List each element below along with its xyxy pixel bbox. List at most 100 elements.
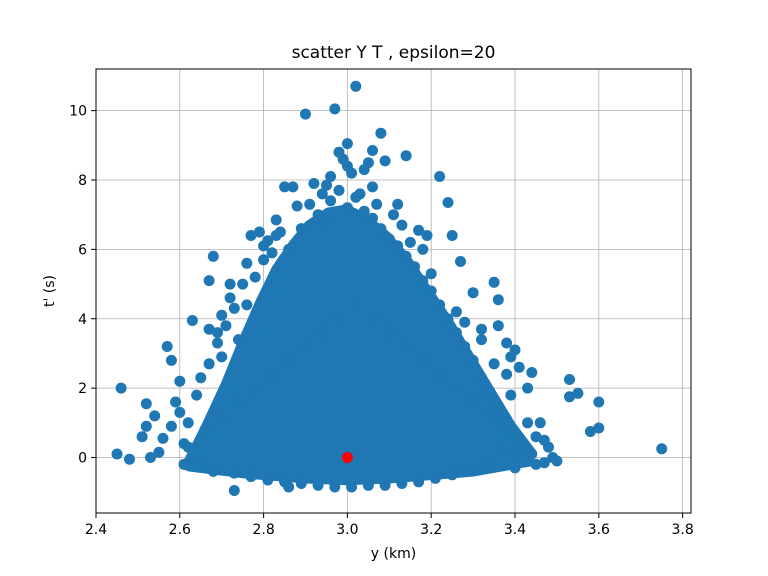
scatter-point xyxy=(300,108,311,120)
scatter-point xyxy=(149,410,161,422)
scatter-point xyxy=(224,292,236,304)
x-tick-label: 3.4 xyxy=(504,522,526,538)
scatter-point xyxy=(253,226,265,238)
scatter-point xyxy=(362,479,374,491)
scatter-point xyxy=(321,216,332,228)
scatter-point xyxy=(350,191,362,203)
scatter-point xyxy=(140,398,152,410)
scatter-point xyxy=(476,323,487,335)
scatter-point xyxy=(161,341,173,352)
scatter-point xyxy=(249,271,261,283)
scatter-point xyxy=(304,198,316,210)
scatter-point xyxy=(212,327,223,339)
scatter-point xyxy=(522,382,534,394)
scatter-point xyxy=(429,472,441,484)
y-tick-label: 2 xyxy=(78,381,87,397)
scatter-point xyxy=(295,223,307,235)
scatter-point xyxy=(136,431,148,443)
scatter-point xyxy=(291,200,303,212)
scatter-point xyxy=(329,481,341,493)
scatter-point xyxy=(266,247,278,259)
scatter-point xyxy=(212,462,223,474)
scatter-point xyxy=(509,344,521,356)
scatter-point xyxy=(513,361,525,373)
scatter-point xyxy=(287,181,299,193)
scatter-point xyxy=(392,240,404,252)
scatter-point xyxy=(467,396,479,408)
x-tick-label: 3.2 xyxy=(420,522,442,538)
scatter-point xyxy=(530,431,542,443)
dense-point-region xyxy=(179,204,537,486)
scatter-point xyxy=(396,478,408,489)
scatter-point xyxy=(459,316,471,328)
scatter-point xyxy=(501,413,513,425)
scatter-point xyxy=(228,467,240,479)
scatter-point xyxy=(258,254,270,266)
scatter-point xyxy=(157,432,169,444)
scatter-point xyxy=(413,476,425,488)
highlight-point xyxy=(341,452,353,463)
scatter-point xyxy=(316,327,328,339)
scatter-point xyxy=(333,184,345,196)
scatter-point xyxy=(341,202,353,214)
scatter-point xyxy=(216,410,228,422)
scatter-point xyxy=(182,441,194,453)
dense-point-cloud xyxy=(179,204,537,486)
scatter-point xyxy=(513,441,525,453)
scatter-point xyxy=(245,230,257,241)
scatter-point xyxy=(476,334,487,346)
scatter-point xyxy=(476,372,487,384)
scatter-point xyxy=(547,452,559,463)
scatter-point xyxy=(237,278,249,290)
scatter-point xyxy=(165,354,177,366)
scatter-point xyxy=(367,313,378,325)
scatter-point xyxy=(186,315,198,326)
scatter-point xyxy=(450,327,462,339)
scatter-point xyxy=(459,341,471,352)
scatter-point xyxy=(300,341,311,352)
scatter-point xyxy=(509,427,521,439)
scatter-point xyxy=(367,145,378,156)
scatter-point xyxy=(484,386,496,398)
scatter-point xyxy=(496,445,508,457)
scatter-point xyxy=(421,230,433,241)
scatter-point xyxy=(572,387,584,399)
y-tick-label: 4 xyxy=(78,312,87,328)
scatter-point xyxy=(124,453,135,465)
scatter-point xyxy=(522,417,534,429)
scatter-point xyxy=(584,426,596,437)
highlight-points xyxy=(341,452,353,463)
scatter-point xyxy=(371,198,383,210)
y-ticks: 0 2 4 6 8 10 xyxy=(69,104,96,467)
scatter-point xyxy=(413,224,425,236)
y-tick-label: 0 xyxy=(78,451,87,467)
scatter-point xyxy=(593,396,605,408)
scatter-point xyxy=(488,358,500,370)
scatter-point xyxy=(329,103,341,115)
scatter-point xyxy=(400,150,412,162)
scatter-point xyxy=(538,434,550,446)
y-tick-label: 10 xyxy=(69,104,87,120)
scatter-point xyxy=(174,406,186,418)
scatter-point xyxy=(207,250,219,262)
scatter-point xyxy=(316,188,328,200)
scatter-point xyxy=(178,458,190,470)
scatter-point xyxy=(375,223,387,235)
scatter-point xyxy=(480,458,492,470)
scatter-point xyxy=(446,230,458,241)
scatter-point xyxy=(145,452,156,463)
scatter-point xyxy=(463,464,475,476)
scatter-point xyxy=(450,306,462,318)
scatter-point xyxy=(417,243,429,255)
scatter-point xyxy=(392,198,404,210)
scatter-point xyxy=(404,236,416,248)
scatter-point xyxy=(564,391,575,403)
scatter-point xyxy=(249,382,261,394)
scatter-point xyxy=(212,337,223,349)
scatter-point xyxy=(283,481,295,493)
scatter-point xyxy=(258,240,270,252)
scatter-point xyxy=(501,368,513,380)
scatter-point xyxy=(358,205,370,217)
scatter-point xyxy=(434,368,446,380)
scatter-point xyxy=(191,389,203,401)
